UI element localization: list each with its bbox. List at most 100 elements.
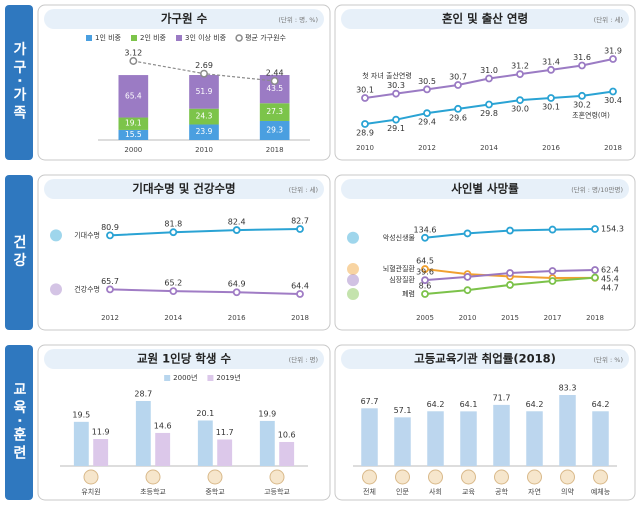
point — [421, 265, 429, 273]
value-label: 28.9 — [356, 129, 374, 138]
legend-marker — [176, 35, 182, 41]
panel — [334, 174, 636, 331]
point — [169, 228, 178, 237]
point — [232, 288, 241, 297]
value-label: 30.7 — [449, 73, 467, 82]
point — [516, 96, 524, 105]
x-tick-label: 의약 — [561, 487, 574, 496]
legend-icon — [347, 231, 359, 244]
point — [423, 109, 431, 118]
bar — [427, 411, 444, 466]
value-label: 65.4 — [125, 91, 142, 100]
point — [296, 225, 304, 233]
value-label: 65.2 — [164, 279, 182, 288]
bar-segment — [118, 117, 149, 130]
legend-label: 2019년 — [216, 373, 240, 382]
value-label: 19.5 — [72, 410, 90, 419]
point — [169, 287, 178, 296]
bar-segment — [118, 75, 149, 118]
x-tick-label: 2005 — [416, 314, 434, 322]
unit-label: (단위 : 명/10만명) — [571, 185, 623, 194]
legend-label: 건강수명 — [74, 284, 100, 293]
value-label: 29.6 — [449, 113, 467, 122]
panel — [334, 4, 636, 161]
bar — [559, 395, 576, 466]
point — [578, 91, 586, 100]
bar-segment — [189, 124, 219, 140]
chart-title: 고등교육기관 취업률(2018) — [414, 352, 556, 366]
value-label: 31.4 — [542, 57, 560, 66]
point — [548, 267, 557, 275]
legend-label: 악성신생물 — [383, 233, 416, 242]
point — [454, 81, 462, 89]
bar — [592, 411, 609, 466]
point — [421, 290, 429, 298]
value-label: 11.7 — [216, 428, 234, 437]
point — [296, 290, 304, 298]
point — [578, 61, 586, 70]
unit-label: (단위 : 명) — [289, 355, 318, 364]
bar-segment — [259, 120, 290, 140]
value-label: 15.5 — [125, 130, 142, 139]
bar-segment — [259, 103, 290, 121]
point — [485, 74, 493, 83]
point — [392, 115, 400, 124]
bar-segment — [189, 108, 219, 125]
value-label: 39.6 — [416, 268, 434, 277]
value-label: 19.9 — [258, 409, 276, 418]
value-label: 23.9 — [196, 127, 213, 136]
value-label: 29.4 — [418, 118, 436, 127]
x-tick-label: 인문 — [396, 487, 409, 496]
legend-icon — [347, 288, 359, 300]
value-label: 31.0 — [480, 66, 498, 75]
x-tick-label: 2018 — [586, 314, 604, 322]
value-label: 3.12 — [124, 49, 142, 58]
value-label: 2.69 — [195, 61, 213, 70]
value-label: 14.6 — [154, 421, 172, 430]
point — [516, 70, 524, 79]
legend-icon — [347, 274, 359, 287]
legend-icon — [50, 283, 62, 296]
legend-label: 첫 자녀 출산연령 — [362, 71, 412, 80]
legend-label: 3인 이상 비중 — [185, 33, 227, 42]
point — [506, 281, 514, 289]
value-label: 10.6 — [278, 430, 296, 439]
legend-label: 기대수명 — [74, 230, 100, 239]
value-label: 44.7 — [601, 283, 619, 292]
bar — [73, 421, 89, 466]
legend-icon — [347, 263, 359, 276]
average-point — [129, 57, 138, 65]
point — [106, 285, 114, 294]
legend-icon — [50, 229, 62, 242]
category-icon — [461, 469, 476, 485]
value-label: 11.9 — [92, 428, 110, 437]
series-line — [109, 228, 301, 237]
value-label: 62.4 — [601, 265, 619, 274]
legend-label: 뇌혈관질환 — [383, 264, 416, 273]
x-tick-label: 2018 — [266, 146, 284, 154]
x-tick-label: 2012 — [418, 144, 436, 152]
value-label: 64.5 — [416, 257, 434, 266]
panel — [37, 4, 331, 161]
value-label: 30.4 — [604, 96, 622, 105]
value-label: 57.1 — [394, 406, 412, 415]
point — [547, 94, 555, 102]
bar — [526, 411, 543, 466]
value-label: 20.1 — [196, 409, 214, 418]
point — [548, 277, 557, 285]
x-tick-label: 2016 — [228, 314, 246, 322]
value-label: 82.4 — [228, 218, 246, 227]
title-band — [341, 9, 629, 29]
unit-label: (단위 : 세) — [289, 185, 318, 194]
legend-marker — [207, 375, 214, 381]
point — [609, 87, 617, 96]
value-label: 80.9 — [101, 223, 119, 232]
value-label: 64.1 — [460, 400, 478, 409]
value-label: 29.3 — [266, 125, 283, 134]
value-label: 28.7 — [134, 390, 152, 399]
x-tick-label: 2014 — [480, 144, 498, 152]
value-label: 67.7 — [361, 397, 379, 406]
chart-title: 교원 1인당 학생 수 — [137, 352, 231, 366]
